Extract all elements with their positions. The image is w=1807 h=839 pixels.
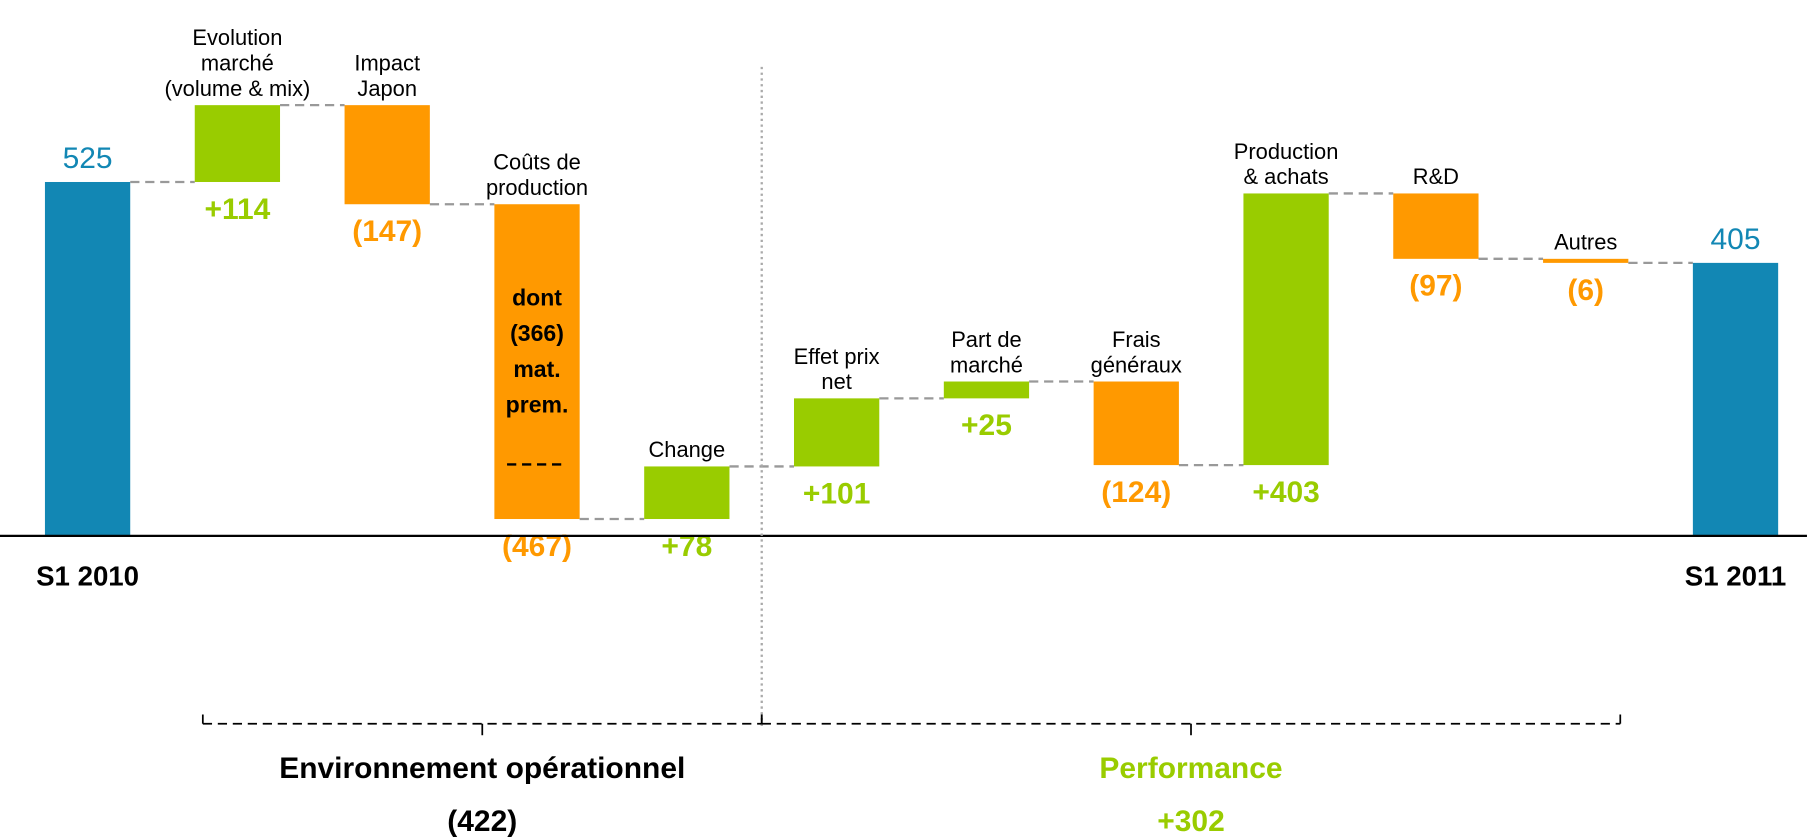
category-label: Evolution [192, 25, 282, 50]
category-label: (volume & mix) [164, 76, 310, 101]
category-label: Production [1234, 139, 1339, 164]
annotation: (366) [510, 320, 564, 346]
category-label: Japon [357, 76, 417, 101]
annotation: mat. [513, 356, 560, 382]
category-label: S1 2010 [36, 560, 139, 591]
bar [344, 105, 430, 205]
bar [1393, 193, 1479, 259]
bar [943, 381, 1030, 399]
category-label: Frais [1112, 327, 1161, 352]
group-label: (422) [447, 805, 517, 838]
value-label: +114 [204, 193, 270, 226]
bar [494, 204, 580, 520]
value-label: (124) [1101, 476, 1171, 509]
value-label: 405 [1711, 223, 1761, 256]
group-label: +302 [1157, 805, 1224, 838]
category-label: Part de [951, 327, 1022, 352]
bar [1093, 381, 1179, 466]
group-label: Performance [1099, 752, 1282, 785]
value-label: (6) [1567, 274, 1604, 307]
bar [1692, 262, 1779, 536]
category-label: généraux [1091, 352, 1182, 377]
value-label: +403 [1252, 476, 1319, 509]
group-label: Environnement opérationnel [279, 752, 685, 785]
value-label: (147) [352, 215, 422, 248]
annotation: prem. [506, 392, 569, 418]
category-label: Impact [354, 51, 420, 76]
category-label: net [821, 369, 851, 394]
category-label: Change [649, 437, 726, 462]
annotation: dont [512, 284, 562, 310]
category-label: marché [201, 51, 274, 76]
value-label: +25 [961, 409, 1012, 442]
category-label: Coûts de [493, 150, 581, 175]
category-label: S1 2011 [1685, 560, 1786, 591]
bar [194, 105, 281, 182]
bar [644, 466, 730, 520]
category-label: Autres [1554, 230, 1617, 255]
bar [1543, 258, 1629, 263]
category-label: & achats [1244, 164, 1329, 189]
value-label: +101 [803, 477, 870, 510]
bar [1243, 193, 1329, 466]
bar [794, 398, 880, 467]
category-label: R&D [1413, 164, 1459, 189]
category-label: marché [950, 352, 1023, 377]
category-label: production [486, 175, 588, 200]
bar [44, 181, 131, 536]
value-label: 525 [63, 142, 113, 175]
category-label: Effet prix [794, 344, 880, 369]
value-label: (97) [1409, 270, 1462, 303]
